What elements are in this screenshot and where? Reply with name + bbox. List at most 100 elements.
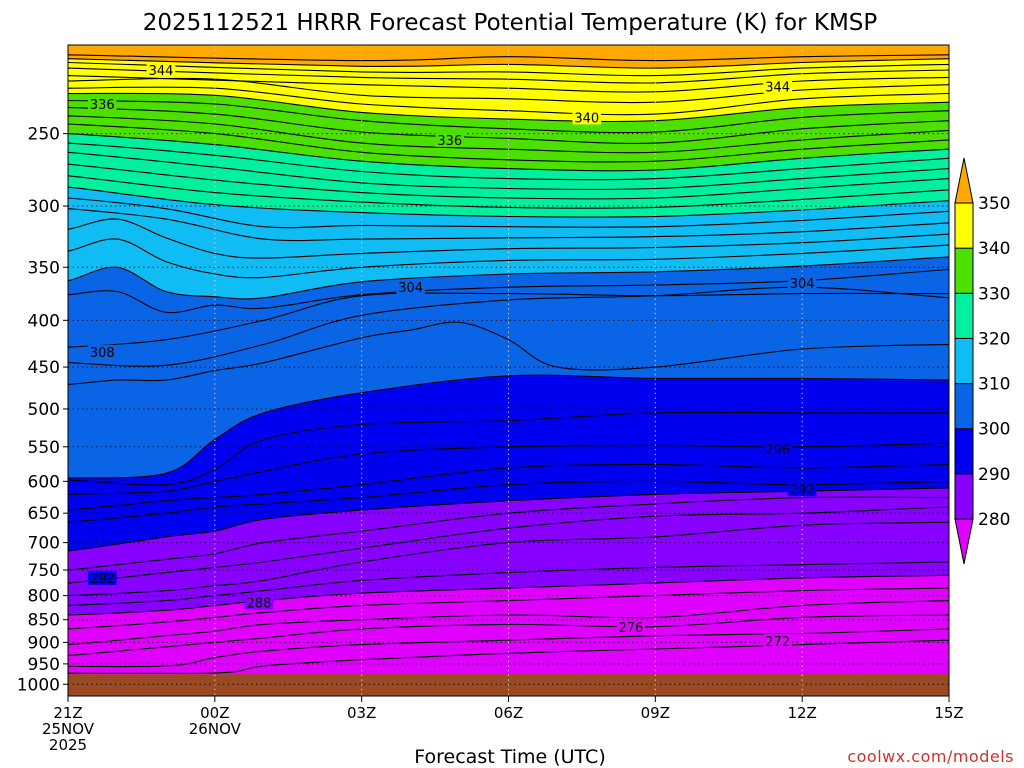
y-tick-label-450: 450 xyxy=(28,358,60,378)
isentrope-308 xyxy=(68,268,949,314)
credit-link[interactable]: coolwx.com/models xyxy=(847,747,1014,766)
y-tick-label-300: 300 xyxy=(28,197,60,217)
y-tick-label-350: 350 xyxy=(28,258,60,278)
contour-label-11: 288 xyxy=(246,597,271,612)
colorbar-tick-label-280: 280 xyxy=(978,510,1010,530)
isentrope-332 xyxy=(68,123,949,163)
colorbar-bin-310 xyxy=(954,337,974,385)
contour-label-bg-12 xyxy=(616,620,646,635)
isentrope-304 xyxy=(68,286,949,367)
y-tick-label-750: 750 xyxy=(28,561,60,581)
isentrope-276 xyxy=(68,600,949,646)
colorbar-bin-280 xyxy=(954,473,974,520)
y-tick-label-850: 850 xyxy=(28,611,60,631)
y-tick-label-950: 950 xyxy=(28,655,60,675)
isentrope-352 xyxy=(68,54,949,62)
colorbar-tick-label-300: 300 xyxy=(978,420,1010,440)
isentrope-330 xyxy=(68,133,949,172)
contour-label-7: 308 xyxy=(90,346,115,361)
x-tick-label-6-0: 03Z xyxy=(347,704,376,722)
colorbar-tick-label-310: 310 xyxy=(978,375,1010,395)
isentrope-contours xyxy=(68,54,949,675)
contour-label-bg-4 xyxy=(435,132,465,147)
contour-label-bg-2 xyxy=(572,110,602,125)
isentrope-344 xyxy=(68,77,949,104)
contour-label-9: 292 xyxy=(790,483,815,498)
contour-label-6: 304 xyxy=(790,277,815,292)
isentrope-302 xyxy=(68,321,949,385)
isentrope-324 xyxy=(68,163,949,200)
isentrope-326 xyxy=(68,151,949,191)
contour-label-3: 344 xyxy=(765,80,790,95)
x-axis-label: Forecast Time (UTC) xyxy=(414,746,605,768)
isentrope-328 xyxy=(68,142,949,181)
y-tick-label-400: 400 xyxy=(28,311,60,331)
x-tick-label-3-0: 00Z xyxy=(200,704,229,722)
colorbar-bin-320 xyxy=(954,292,974,339)
x-tick-label-15-0: 12Z xyxy=(787,704,816,722)
isentrope-349 xyxy=(68,61,949,77)
isentrope-350 xyxy=(68,58,949,69)
x-tick-label-9-0: 06Z xyxy=(494,704,523,722)
contour-label-bg-1 xyxy=(87,96,117,111)
colorbar-low-arrow xyxy=(954,518,974,565)
contour-label-4: 336 xyxy=(437,134,462,149)
isentrope-338 xyxy=(68,99,949,134)
colorbar-bin-290 xyxy=(954,428,974,475)
y-tick-label-900: 900 xyxy=(28,633,60,653)
contour-label-bg-0 xyxy=(146,63,176,78)
contour-label-bg-10 xyxy=(87,570,117,585)
contour-label-2: 340 xyxy=(574,111,599,126)
colorbar-bin-340 xyxy=(954,202,974,249)
y-tick-label-650: 650 xyxy=(28,504,60,524)
isentrope-346 xyxy=(68,75,949,93)
isentrope-300 xyxy=(68,374,949,479)
isentrope-284 xyxy=(68,521,949,597)
isentrope-322 xyxy=(68,175,949,209)
y-tick-label-550: 550 xyxy=(28,438,60,458)
isentrope-270 xyxy=(68,639,949,675)
theta-fill-352 xyxy=(68,45,949,61)
colorbar-tick-label-340: 340 xyxy=(978,239,1010,259)
colorbar-bin-330 xyxy=(954,247,974,294)
isentrope-296 xyxy=(68,442,949,495)
isentrope-282 xyxy=(68,561,949,606)
isentrope-314 xyxy=(68,218,949,259)
colorbar-tick-label-330: 330 xyxy=(978,284,1010,304)
y-axis: 2503003504004505005506006507007508008509… xyxy=(17,125,68,695)
contour-label-bg-3 xyxy=(763,79,792,94)
contour-label-13: 272 xyxy=(765,635,790,650)
isentrope-348 xyxy=(68,67,949,84)
colorbar-tick-label-350: 350 xyxy=(978,194,1010,214)
theta-fill-layers xyxy=(68,45,949,696)
isentrope-278 xyxy=(68,587,949,630)
contour-label-1: 336 xyxy=(90,98,115,113)
contour-label-bg-8 xyxy=(763,441,792,456)
isentrope-336 xyxy=(68,106,949,144)
isentrope-340 xyxy=(68,92,949,123)
y-tick-label-600: 600 xyxy=(28,472,60,492)
y-tick-label-250: 250 xyxy=(28,125,60,145)
x-tick-label-0-2: 2025 xyxy=(49,736,87,754)
isentrope-316 xyxy=(68,208,949,242)
isentrope-286 xyxy=(68,506,949,584)
colorbar: 280 290 300 310 320 330 340 350 xyxy=(954,157,1010,565)
isentrope-274 xyxy=(68,614,949,656)
contour-labels: 344 336 340 344 336 304 304 308 296 292 292 288 276 2… xyxy=(87,63,817,650)
contour-label-12: 276 xyxy=(618,621,643,636)
y-tick-label-1000: 1000 xyxy=(17,675,60,695)
contour-label-bg-6 xyxy=(787,275,817,290)
isentrope-298 xyxy=(68,411,949,486)
x-tick-label-0-0: 21Z xyxy=(53,704,82,722)
isentrope-310 xyxy=(68,256,949,300)
colorbar-high-arrow xyxy=(954,157,974,204)
contour-label-bg-5 xyxy=(396,280,425,295)
isentrope-306 xyxy=(68,292,949,348)
contour-label-8: 296 xyxy=(765,443,790,458)
y-tick-label-700: 700 xyxy=(28,534,60,554)
isentrope-294 xyxy=(68,463,949,511)
plot-area xyxy=(68,45,949,696)
isentrope-342 xyxy=(68,86,949,116)
